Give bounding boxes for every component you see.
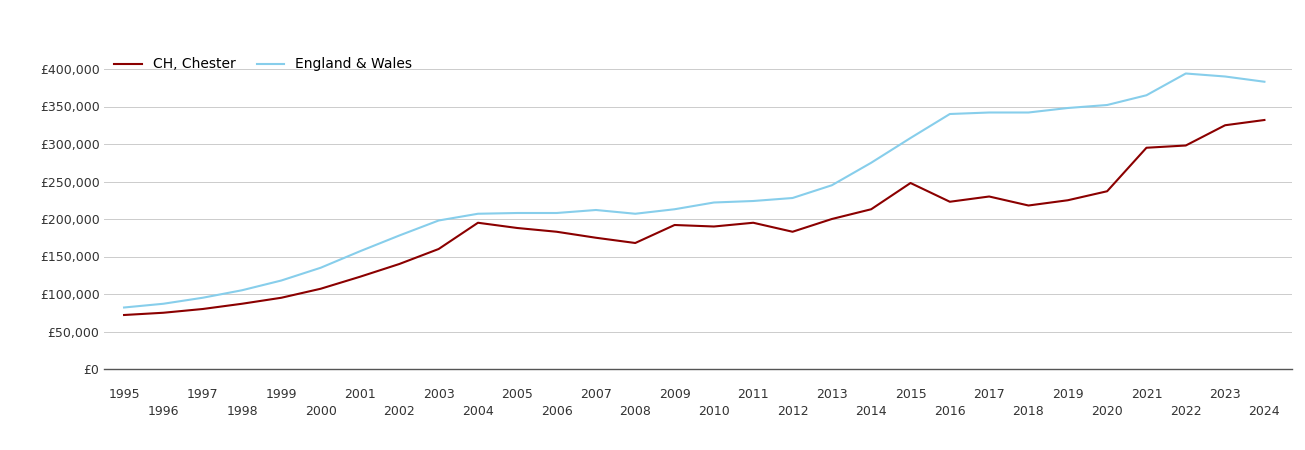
CH, Chester bbox=[194, 306, 210, 312]
Text: 2006: 2006 bbox=[540, 405, 573, 418]
CH, Chester bbox=[155, 310, 171, 315]
England & Wales bbox=[470, 211, 485, 216]
England & Wales bbox=[1257, 79, 1272, 85]
CH, Chester bbox=[116, 312, 132, 318]
England & Wales bbox=[981, 110, 997, 115]
Text: 1998: 1998 bbox=[226, 405, 258, 418]
Text: 2017: 2017 bbox=[974, 388, 1005, 401]
England & Wales bbox=[234, 288, 249, 293]
England & Wales bbox=[274, 278, 290, 283]
England & Wales bbox=[823, 183, 839, 188]
Text: 2003: 2003 bbox=[423, 388, 454, 401]
CH, Chester bbox=[1021, 203, 1036, 208]
England & Wales bbox=[1060, 105, 1075, 111]
CH, Chester bbox=[784, 229, 800, 234]
Text: 2007: 2007 bbox=[579, 388, 612, 401]
CH, Chester bbox=[942, 199, 958, 204]
Text: 2016: 2016 bbox=[934, 405, 966, 418]
CH, Chester bbox=[1139, 145, 1155, 150]
CH, Chester bbox=[903, 180, 919, 186]
England & Wales bbox=[706, 200, 722, 205]
England & Wales bbox=[549, 210, 565, 216]
England & Wales bbox=[745, 198, 761, 204]
CH, Chester bbox=[352, 274, 368, 279]
CH, Chester bbox=[589, 235, 604, 240]
Text: 2013: 2013 bbox=[816, 388, 848, 401]
England & Wales bbox=[194, 295, 210, 301]
Text: 2020: 2020 bbox=[1091, 405, 1124, 418]
Text: 2010: 2010 bbox=[698, 405, 729, 418]
Text: 1995: 1995 bbox=[108, 388, 140, 401]
England & Wales bbox=[1099, 102, 1114, 108]
Text: 2021: 2021 bbox=[1130, 388, 1163, 401]
England & Wales bbox=[509, 210, 525, 216]
England & Wales bbox=[628, 211, 643, 216]
CH, Chester bbox=[1060, 198, 1075, 203]
CH, Chester bbox=[667, 222, 683, 228]
England & Wales bbox=[784, 195, 800, 201]
England & Wales bbox=[392, 233, 407, 238]
Text: 2018: 2018 bbox=[1013, 405, 1044, 418]
England & Wales bbox=[1021, 110, 1036, 115]
CH, Chester bbox=[274, 295, 290, 301]
England & Wales bbox=[1218, 74, 1233, 79]
CH, Chester bbox=[431, 246, 446, 252]
CH, Chester bbox=[1099, 189, 1114, 194]
CH, Chester bbox=[1178, 143, 1194, 148]
CH, Chester bbox=[628, 240, 643, 246]
England & Wales bbox=[667, 207, 683, 212]
Text: 2014: 2014 bbox=[855, 405, 887, 418]
Text: 2015: 2015 bbox=[895, 388, 927, 401]
CH, Chester bbox=[1257, 117, 1272, 123]
Text: 2011: 2011 bbox=[737, 388, 769, 401]
Text: 2019: 2019 bbox=[1052, 388, 1083, 401]
Text: 1997: 1997 bbox=[187, 388, 218, 401]
Line: CH, Chester: CH, Chester bbox=[124, 120, 1265, 315]
Text: 2002: 2002 bbox=[384, 405, 415, 418]
England & Wales bbox=[942, 111, 958, 117]
England & Wales bbox=[155, 301, 171, 306]
CH, Chester bbox=[1218, 122, 1233, 128]
Text: 2000: 2000 bbox=[305, 405, 337, 418]
England & Wales bbox=[431, 218, 446, 223]
CH, Chester bbox=[823, 216, 839, 222]
England & Wales bbox=[864, 160, 880, 166]
England & Wales bbox=[313, 265, 329, 270]
Text: 2001: 2001 bbox=[345, 388, 376, 401]
Legend: CH, Chester, England & Wales: CH, Chester, England & Wales bbox=[108, 52, 418, 77]
England & Wales bbox=[1178, 71, 1194, 76]
CH, Chester bbox=[313, 286, 329, 292]
Text: 2023: 2023 bbox=[1210, 388, 1241, 401]
CH, Chester bbox=[864, 207, 880, 212]
CH, Chester bbox=[234, 301, 249, 306]
Text: 1999: 1999 bbox=[266, 388, 298, 401]
Text: 2024: 2024 bbox=[1249, 405, 1280, 418]
England & Wales bbox=[352, 248, 368, 254]
Text: 2009: 2009 bbox=[659, 388, 690, 401]
Text: 2004: 2004 bbox=[462, 405, 493, 418]
CH, Chester bbox=[549, 229, 565, 234]
CH, Chester bbox=[981, 194, 997, 199]
Text: 2008: 2008 bbox=[620, 405, 651, 418]
CH, Chester bbox=[509, 225, 525, 231]
England & Wales bbox=[903, 135, 919, 141]
Line: England & Wales: England & Wales bbox=[124, 73, 1265, 307]
Text: 1996: 1996 bbox=[147, 405, 179, 418]
England & Wales bbox=[1139, 93, 1155, 98]
CH, Chester bbox=[470, 220, 485, 225]
Text: 2022: 2022 bbox=[1171, 405, 1202, 418]
England & Wales bbox=[116, 305, 132, 310]
England & Wales bbox=[589, 207, 604, 213]
Text: 2005: 2005 bbox=[501, 388, 534, 401]
CH, Chester bbox=[392, 261, 407, 267]
CH, Chester bbox=[745, 220, 761, 225]
Text: 2012: 2012 bbox=[776, 405, 808, 418]
CH, Chester bbox=[706, 224, 722, 229]
